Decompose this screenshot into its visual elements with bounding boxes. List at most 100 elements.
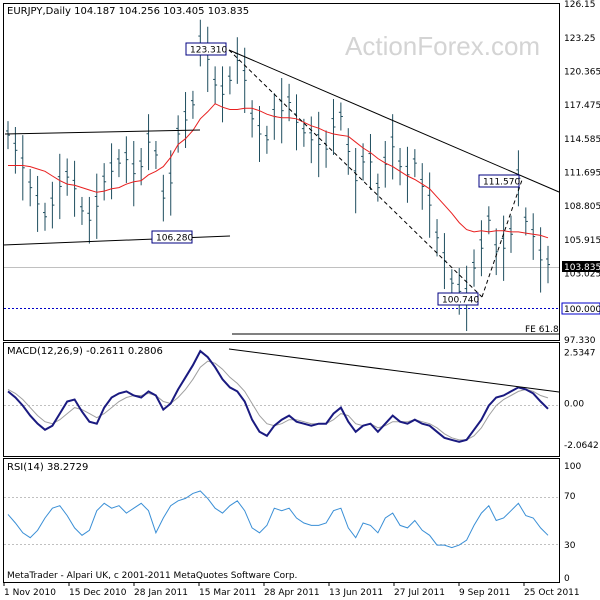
price-bar (501, 215, 506, 281)
price-bar (72, 160, 77, 217)
macd-signal-line (7, 360, 549, 441)
macd-y-axis: 2.5347 0.00 -2.0642 (564, 348, 599, 451)
label-fe-61-8: FE 61.8 (525, 325, 559, 335)
panel-frames (3, 3, 560, 583)
price-bar (353, 147, 358, 214)
price-bar (35, 175, 40, 232)
price-bar (227, 66, 232, 95)
price-bar (509, 215, 514, 253)
price-bar (6, 121, 10, 150)
x-tick-label: 28 Apr 2011 (264, 588, 320, 598)
macd-y-tick: 2.5347 (564, 348, 596, 358)
price-y-tick: 105.915 (564, 236, 600, 246)
price-bar (420, 163, 425, 210)
price-bar (235, 37, 240, 84)
price-bar (242, 47, 247, 114)
price-bar (102, 163, 107, 201)
price-y-tick: 117.475 (564, 101, 600, 111)
rsi-y-tick: 0 (564, 574, 570, 584)
macd-panel-title: MACD(12,26,9) -0.2611 0.2806 (7, 346, 163, 357)
price-bar (324, 130, 329, 168)
price-bar (472, 249, 477, 287)
price-bar (87, 196, 92, 244)
rsi-y-tick: 30 (564, 541, 576, 551)
badge-support-100 (561, 302, 600, 315)
x-tick-label: 1 Nov 2010 (4, 588, 56, 598)
label-low-range: 106.280 (156, 234, 193, 244)
range-bottom-trendline (2, 235, 231, 246)
rsi-panel-title: RSI(14) 38.2729 (7, 462, 88, 473)
price-bar (494, 228, 499, 276)
price-bar (79, 196, 84, 225)
price-bar (546, 245, 550, 284)
price-y-tick: 114.585 (564, 135, 600, 145)
x-tick-label: 9 Sep 2011 (459, 588, 510, 598)
rsi-line (7, 490, 549, 549)
price-bar (50, 181, 55, 229)
badge-last-price-text: 103.835 (564, 263, 600, 273)
footer-copyright: MetaTrader - Alpari UK, c 2001-2011 Meta… (7, 571, 297, 581)
price-bar (220, 66, 225, 123)
price-bar (257, 106, 262, 162)
price-bar (457, 268, 462, 315)
macd-y-tick: -2.0642 (564, 441, 599, 451)
price-bar (250, 100, 255, 138)
price-bar (309, 116, 314, 164)
price-bar (368, 133, 373, 190)
price-bar (153, 140, 158, 169)
macd-panel-frame (3, 342, 560, 457)
price-bar (316, 111, 321, 178)
price-bar (531, 213, 536, 260)
badge-support-100-text: 100.000 (564, 305, 600, 315)
price-bar (264, 125, 269, 154)
label-high: 123.310 (190, 46, 227, 56)
price-bar (479, 220, 484, 277)
price-panel-frame (3, 3, 560, 341)
price-bar (294, 94, 299, 151)
price-y-axis: 126.15 123.25 120.365 117.475 114.585 111.695… (564, 0, 600, 346)
x-axis: 1 Nov 2010 15 Dec 2010 28 Jan 2011 15 Mar 2… (3, 582, 580, 598)
label-swing-high: 111.570 (483, 178, 520, 188)
macd-trendline (228, 348, 560, 393)
price-y-tick: 120.365 (564, 67, 600, 77)
price-y-tick: 111.695 (564, 169, 600, 179)
price-bar (486, 206, 491, 235)
price-bar (42, 202, 47, 231)
price-bar (168, 150, 173, 216)
price-bar (398, 147, 403, 186)
price-bar (375, 173, 380, 202)
label-box-low-range (151, 230, 193, 244)
badge-last-price (562, 261, 600, 272)
price-bar (190, 90, 195, 119)
x-tick-label: 15 Dec 2010 (69, 588, 127, 598)
price-bar (20, 135, 25, 201)
range-top-trendline (4, 129, 201, 135)
rsi-y-axis: 100 70 30 0 (564, 462, 581, 584)
price-bar (301, 118, 306, 147)
price-bar (139, 147, 144, 186)
price-bar (161, 174, 166, 222)
x-tick-label: 15 Mar 2011 (199, 588, 256, 598)
price-bar (287, 83, 292, 122)
label-box-swing-low (437, 292, 479, 306)
macd-line (7, 349, 549, 443)
price-bar (109, 143, 114, 200)
rsi-panel-frame (3, 458, 560, 583)
watermark: ActionForex.com (345, 31, 540, 61)
label-swing-low: 100.740 (442, 296, 479, 306)
label-box-swing-high (478, 174, 520, 188)
price-bar (435, 219, 440, 257)
price-bar (28, 168, 33, 207)
price-y-tick: 97.330 (564, 336, 596, 346)
level-lines (4, 267, 559, 545)
x-tick-label: 28 Jan 2011 (134, 588, 188, 598)
price-bar (131, 140, 136, 207)
price-panel-title: EURJPY,Daily 104.187 104.256 103.405 103… (7, 6, 249, 17)
x-tick-label: 25 Oct 2011 (524, 588, 580, 598)
rsi-y-tick: 100 (564, 462, 581, 472)
main-downtrend-line (228, 49, 560, 193)
price-bar (383, 140, 388, 188)
rsi-y-tick: 70 (564, 492, 576, 502)
price-bar (523, 207, 528, 236)
